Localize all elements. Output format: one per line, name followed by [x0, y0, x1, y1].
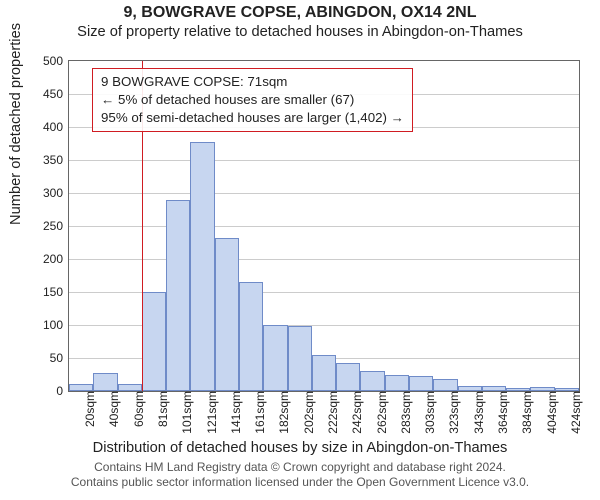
- y-tick-label: 500: [43, 54, 69, 68]
- x-tick-label: 384sqm: [518, 391, 534, 434]
- histogram-bar: [69, 384, 93, 391]
- y-tick-label: 450: [43, 87, 69, 101]
- x-tick-label: 303sqm: [421, 391, 437, 434]
- x-tick-label: 101sqm: [178, 391, 194, 434]
- y-tick-label: 50: [50, 351, 69, 365]
- y-axis-label: Number of detached properties: [8, 23, 24, 225]
- y-tick-label: 250: [43, 219, 69, 233]
- gridline: [69, 160, 579, 161]
- x-tick-label: 343sqm: [470, 391, 486, 434]
- y-tick-label: 0: [56, 384, 69, 398]
- histogram-bar: [190, 142, 214, 391]
- info-line-smaller: ← 5% of detached houses are smaller (67): [101, 91, 404, 109]
- histogram-bar: [118, 384, 142, 391]
- histogram-bar: [312, 355, 336, 391]
- chart-title: 9, BOWGRAVE COPSE, ABINGDON, OX14 2NL: [0, 4, 600, 22]
- info-line-larger: 95% of semi-detached houses are larger (…: [101, 109, 404, 127]
- y-tick-label: 200: [43, 252, 69, 266]
- caption-line-1: Contains HM Land Registry data © Crown c…: [94, 460, 506, 474]
- x-tick-label: 424sqm: [567, 391, 583, 434]
- histogram-bar: [263, 325, 287, 391]
- chart-caption: Contains HM Land Registry data © Crown c…: [0, 460, 600, 490]
- chart-subtitle: Size of property relative to detached ho…: [0, 24, 600, 40]
- x-tick-label: 141sqm: [227, 391, 243, 434]
- x-tick-label: 20sqm: [81, 391, 97, 427]
- x-tick-label: 121sqm: [203, 391, 219, 434]
- histogram-bar: [166, 200, 190, 391]
- histogram-bar: [239, 282, 263, 391]
- y-tick-label: 350: [43, 153, 69, 167]
- x-tick-label: 60sqm: [130, 391, 146, 427]
- histogram-bar: [215, 238, 239, 391]
- x-tick-label: 364sqm: [494, 391, 510, 434]
- x-tick-label: 81sqm: [154, 391, 170, 427]
- info-line-property: 9 BOWGRAVE COPSE: 71sqm: [101, 73, 404, 91]
- histogram-bar: [93, 373, 117, 391]
- x-tick-label: 404sqm: [543, 391, 559, 434]
- x-tick-label: 182sqm: [275, 391, 291, 434]
- histogram-bar: [409, 376, 433, 391]
- x-axis-label: Distribution of detached houses by size …: [0, 440, 600, 456]
- histogram-bar: [385, 375, 409, 392]
- histogram-bar: [288, 326, 312, 391]
- y-tick-label: 150: [43, 285, 69, 299]
- gridline: [69, 259, 579, 260]
- gridline: [69, 193, 579, 194]
- caption-line-2: Contains public sector information licen…: [71, 475, 529, 489]
- x-tick-label: 262sqm: [373, 391, 389, 434]
- x-tick-label: 242sqm: [348, 391, 364, 434]
- histogram-bar: [336, 363, 360, 391]
- y-tick-label: 100: [43, 318, 69, 332]
- x-tick-label: 161sqm: [251, 391, 267, 434]
- histogram-bar: [142, 292, 166, 391]
- x-tick-label: 202sqm: [300, 391, 316, 434]
- x-tick-label: 222sqm: [324, 391, 340, 434]
- y-tick-label: 300: [43, 186, 69, 200]
- histogram-bar: [360, 371, 384, 391]
- gridline: [69, 226, 579, 227]
- x-tick-label: 283sqm: [397, 391, 413, 434]
- x-tick-label: 40sqm: [105, 391, 121, 427]
- property-info-box: 9 BOWGRAVE COPSE: 71sqm ← 5% of detached…: [92, 68, 413, 132]
- y-tick-label: 400: [43, 120, 69, 134]
- histogram-bar: [433, 379, 457, 391]
- x-tick-label: 323sqm: [445, 391, 461, 434]
